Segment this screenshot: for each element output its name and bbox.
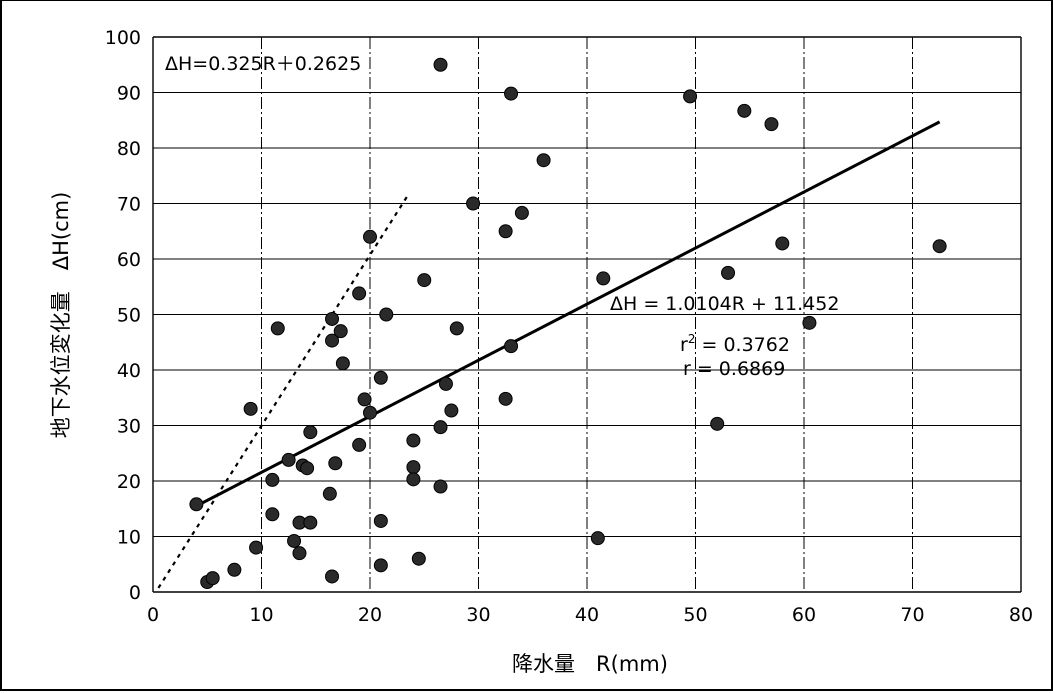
data-point	[683, 89, 698, 104]
data-point	[322, 486, 337, 501]
y-tick-label: 40	[117, 360, 141, 382]
y-tick-label: 0	[129, 582, 141, 604]
data-point	[205, 571, 220, 586]
data-point	[737, 103, 752, 118]
data-point	[449, 321, 464, 336]
x-axis-title: 降水量 R(mm)	[512, 652, 668, 676]
data-point	[514, 205, 529, 220]
y-tick-label: 50	[117, 305, 141, 327]
data-point	[411, 551, 426, 566]
data-point	[433, 57, 448, 72]
data-point	[417, 273, 432, 288]
r-squared-label: r2 = 0.3762	[680, 332, 790, 356]
data-point	[300, 461, 315, 476]
x-tick-label: 70	[900, 604, 924, 626]
data-point	[352, 437, 367, 452]
x-tick-label: 0	[147, 604, 159, 626]
data-point	[498, 224, 513, 239]
y-tick-label: 90	[117, 83, 141, 105]
r-squared-symbol: r	[680, 334, 688, 356]
data-point	[265, 507, 280, 522]
envelope-line	[157, 194, 409, 589]
data-point	[932, 239, 947, 254]
tick-labels: 0 10 20 30 40 50 60 70 80 90 100 0 10 20 30 40 50 60 70 80	[105, 27, 1033, 626]
data-point	[357, 392, 372, 407]
data-point	[363, 229, 377, 244]
data-point	[287, 533, 302, 548]
data-point	[596, 271, 611, 286]
data-point	[325, 333, 340, 348]
data-point	[721, 265, 736, 280]
y-tick-label: 100	[105, 27, 141, 49]
r-squared-superscript: 2	[688, 332, 696, 346]
data-point	[270, 321, 285, 336]
data-point	[379, 307, 394, 322]
data-point	[802, 315, 817, 330]
x-tick-label: 30	[466, 604, 490, 626]
y-tick-label: 80	[117, 138, 141, 160]
data-point	[335, 356, 350, 371]
data-point	[373, 513, 388, 528]
data-point	[227, 562, 242, 577]
data-point	[444, 403, 459, 418]
y-tick-label: 20	[117, 471, 141, 493]
data-point	[292, 546, 307, 561]
data-point	[373, 370, 388, 385]
x-tick-label: 50	[683, 604, 707, 626]
regression-equation: ΔH = 1.0104R + 11.452	[610, 293, 839, 315]
data-point	[406, 433, 421, 448]
data-point	[281, 452, 296, 467]
r-squared-value: = 0.3762	[695, 334, 789, 356]
x-tick-label: 20	[358, 604, 382, 626]
data-point	[504, 339, 519, 354]
data-point	[406, 472, 421, 487]
data-point	[710, 416, 725, 431]
data-point	[249, 540, 264, 555]
y-tick-label: 60	[117, 249, 141, 271]
data-point	[764, 117, 779, 132]
data-point	[333, 324, 348, 339]
data-point	[265, 472, 280, 487]
r-label: r = 0.6869	[683, 358, 785, 380]
data-point	[328, 456, 343, 471]
data-point	[189, 497, 204, 512]
data-point	[433, 420, 448, 435]
data-point	[325, 569, 340, 584]
trend-lines	[157, 120, 941, 589]
data-point	[590, 531, 605, 546]
data-point	[363, 405, 377, 420]
data-point	[243, 401, 258, 416]
grid-layer	[152, 36, 1022, 593]
y-tick-label: 70	[117, 194, 141, 216]
y-axis-title: 地下水位変化量 ΔH(cm)	[49, 192, 73, 439]
data-points	[189, 57, 947, 590]
x-tick-label: 10	[249, 604, 273, 626]
y-tick-label: 10	[117, 527, 141, 549]
y-tick-label: 30	[117, 416, 141, 438]
data-point	[325, 311, 340, 326]
regression-line	[195, 120, 941, 508]
data-point	[433, 479, 448, 494]
data-point	[498, 391, 513, 406]
data-point	[466, 196, 481, 211]
x-tick-label: 40	[575, 604, 599, 626]
data-point	[438, 376, 453, 391]
data-point	[504, 86, 519, 101]
data-point	[303, 425, 318, 440]
envelope-equation: ΔH=0.325R＋0.2625	[165, 53, 361, 75]
data-point	[303, 515, 318, 530]
data-point	[406, 460, 421, 475]
data-point	[352, 286, 367, 301]
x-tick-label: 80	[1009, 604, 1033, 626]
data-point	[373, 558, 388, 573]
x-tick-label: 60	[792, 604, 816, 626]
data-point	[536, 153, 551, 168]
data-point	[775, 236, 790, 251]
